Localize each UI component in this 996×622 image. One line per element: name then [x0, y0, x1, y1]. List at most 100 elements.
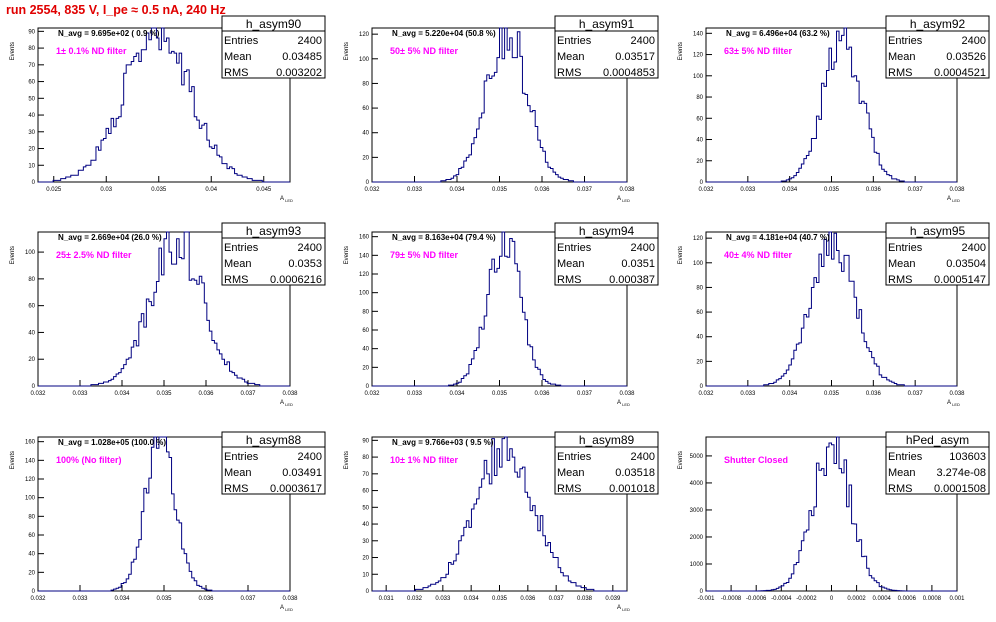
- histogram-panel-hPed_asym: -0.001 -0.0008 -0.0006 -0.0004 -0.0002 0 0.000…: [678, 431, 990, 602]
- stat-value: 0.0351: [621, 258, 655, 270]
- stat-label: Entries: [888, 451, 923, 463]
- histogram-name: h_asym94: [579, 224, 635, 238]
- x-axis-label: A LED: [947, 196, 960, 203]
- stat-value: 103603: [949, 451, 986, 463]
- y-tick-label: 60: [28, 533, 35, 539]
- x-tick-label: -0.0006: [746, 596, 767, 602]
- y-tick-label: 80: [362, 455, 369, 461]
- y-tick-label: 30: [362, 539, 369, 545]
- y-tick-label: 0: [366, 180, 370, 186]
- y-tick-label: 60: [28, 304, 35, 310]
- y-tick-label: 0: [32, 589, 36, 595]
- histogram-name: hPed_asym: [906, 433, 969, 447]
- x-tick-label: 0.037: [908, 391, 924, 397]
- y-tick-label: 10: [28, 163, 35, 169]
- stat-value: 0.03491: [282, 467, 322, 479]
- x-tick-label: -0.0004: [771, 596, 792, 602]
- x-tick-label: 0.032: [407, 596, 423, 602]
- y-tick-label: 100: [693, 261, 704, 267]
- x-tick-label: 0.037: [240, 391, 256, 397]
- y-tick-label: 120: [359, 32, 370, 38]
- y-axis-label: Events: [10, 451, 16, 469]
- y-tick-label: 40: [28, 113, 35, 119]
- x-tick-label: 0.034: [449, 187, 465, 193]
- y-tick-label: 0: [366, 384, 370, 390]
- x-axis-label: A LED: [280, 196, 293, 203]
- filter-label: 100% (No filter): [56, 455, 122, 465]
- stat-label: Entries: [224, 451, 259, 463]
- stat-box: [554, 15, 659, 79]
- y-tick-label: 0: [366, 589, 370, 595]
- stat-value: 3.274e-08: [936, 467, 986, 479]
- stat-value: 0.0003617: [270, 483, 322, 495]
- x-tick-label: 0.037: [908, 187, 924, 193]
- histogram-panel-h_asym94: 0.032 0.033 0.034 0.035 0.036 0.037 0.038 0 20 40…: [344, 222, 659, 407]
- x-tick-label: 0.031: [379, 596, 395, 602]
- stat-value: 0.0004853: [603, 67, 655, 79]
- histogram-panel-h_asym95: 0.032 0.033 0.034 0.035 0.036 0.037 0.038 0 20 40…: [678, 222, 990, 407]
- stat-value: 0.03504: [946, 258, 986, 270]
- y-tick-label: 0: [32, 384, 36, 390]
- y-tick-label: 40: [362, 131, 369, 137]
- x-tick-label: 0.036: [198, 391, 214, 397]
- y-tick-label: 60: [362, 106, 369, 112]
- x-tick-label: 0.037: [577, 187, 593, 193]
- stat-box: [221, 222, 326, 286]
- y-tick-label: 120: [359, 272, 370, 278]
- y-tick-label: 4000: [690, 481, 704, 487]
- x-tick-label: 0.001: [949, 596, 965, 602]
- y-axis-label: Events: [10, 42, 16, 60]
- y-axis-label: Events: [344, 246, 350, 264]
- x-tick-label: 0: [830, 596, 834, 602]
- stat-label: RMS: [224, 67, 248, 79]
- stat-value: 0.001018: [609, 483, 655, 495]
- histogram-bars: [38, 436, 290, 592]
- y-tick-label: 50: [28, 96, 35, 102]
- histogram-bars: [372, 231, 627, 387]
- stat-value: 0.0001508: [934, 483, 986, 495]
- y-tick-label: 60: [362, 489, 369, 495]
- x-tick-label: 0.034: [449, 391, 465, 397]
- x-tick-label: 0.035: [492, 596, 508, 602]
- y-tick-label: 120: [25, 477, 36, 483]
- y-tick-label: 20: [696, 359, 703, 365]
- stat-box: [885, 431, 990, 495]
- x-tick-label: 0.045: [256, 187, 272, 193]
- y-tick-label: 120: [693, 53, 704, 59]
- stat-value: 2400: [298, 35, 322, 47]
- filter-label: 50± 5% ND filter: [390, 46, 458, 56]
- x-axis-label: A LED: [947, 400, 960, 407]
- x-tick-label: -0.0002: [796, 596, 817, 602]
- navg-label: N_avg = 8.163e+04 (79.4 %): [392, 233, 496, 242]
- y-tick-label: 100: [25, 250, 36, 256]
- histogram-panel-h_asym91: 0.032 0.033 0.034 0.035 0.036 0.037 0.038 0 20 40…: [344, 15, 659, 203]
- x-tick-label: 0.0004: [873, 596, 892, 602]
- stat-label: RMS: [224, 274, 248, 286]
- histogram-name: h_asym95: [910, 224, 966, 238]
- y-tick-label: 20: [28, 570, 35, 576]
- navg-label: N_avg = 6.496e+04 (63.2 %): [726, 29, 830, 38]
- x-tick-label: 0.0002: [847, 596, 866, 602]
- y-tick-label: 20: [362, 365, 369, 371]
- y-tick-label: 50: [362, 505, 369, 511]
- stat-value: 2400: [298, 451, 322, 463]
- stat-label: RMS: [888, 67, 912, 79]
- stat-value: 2400: [962, 35, 986, 47]
- stat-label: RMS: [224, 483, 248, 495]
- y-tick-label: 5000: [690, 454, 704, 460]
- histogram-bars: [706, 231, 957, 387]
- y-axis-label: Events: [344, 451, 350, 469]
- x-tick-label: 0.036: [198, 596, 214, 602]
- x-tick-label: 0.036: [520, 596, 536, 602]
- x-tick-label: 0.037: [549, 596, 565, 602]
- x-tick-label: 0.0006: [898, 596, 917, 602]
- y-tick-label: 40: [28, 552, 35, 558]
- stat-label: Mean: [888, 467, 916, 479]
- y-axis-label: Events: [344, 42, 350, 60]
- y-tick-label: 60: [28, 80, 35, 86]
- stat-box: [554, 431, 659, 495]
- y-tick-label: 90: [28, 29, 35, 35]
- x-tick-label: 0.032: [30, 596, 46, 602]
- stat-box: [221, 15, 326, 79]
